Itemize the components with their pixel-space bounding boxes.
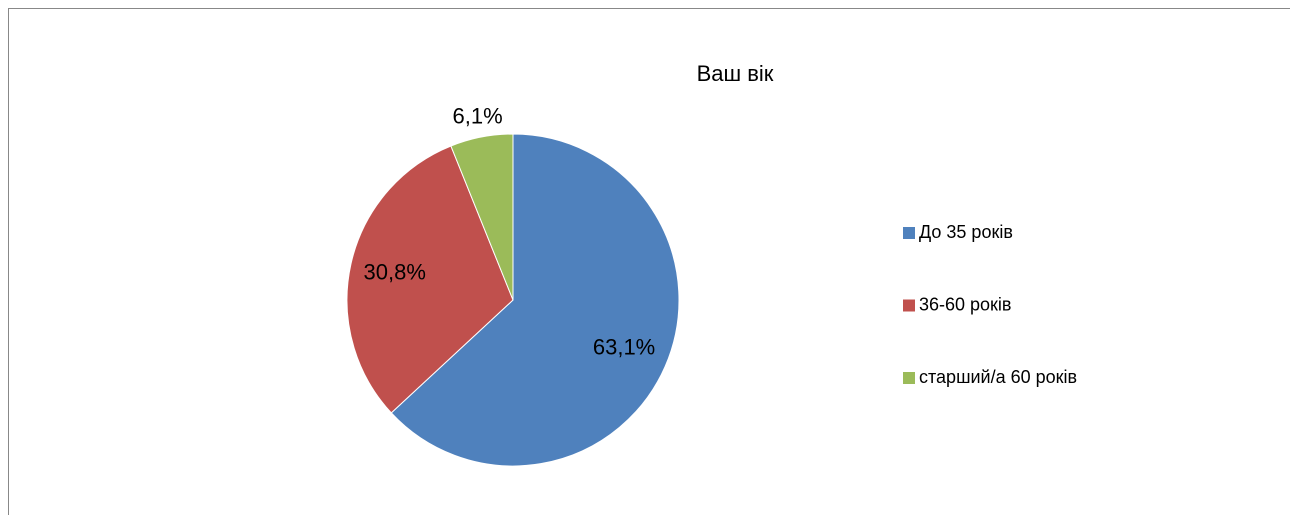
legend-label: 36-60 років [919, 294, 1012, 314]
pie-slice [450, 133, 514, 301]
legend-swatch [903, 227, 915, 239]
legend-swatch [903, 299, 915, 312]
legend-swatch [903, 372, 915, 384]
pie-slice [390, 133, 680, 467]
data-label: 63,1% [593, 334, 655, 359]
chart-title: Ваш вік [697, 61, 774, 86]
legend-label: старший/а 60 років [919, 367, 1077, 387]
data-label: 6,1% [453, 103, 503, 128]
pie-slice [346, 145, 514, 414]
legend-label: До 35 років [919, 222, 1013, 242]
data-label: 30,8% [364, 259, 426, 284]
